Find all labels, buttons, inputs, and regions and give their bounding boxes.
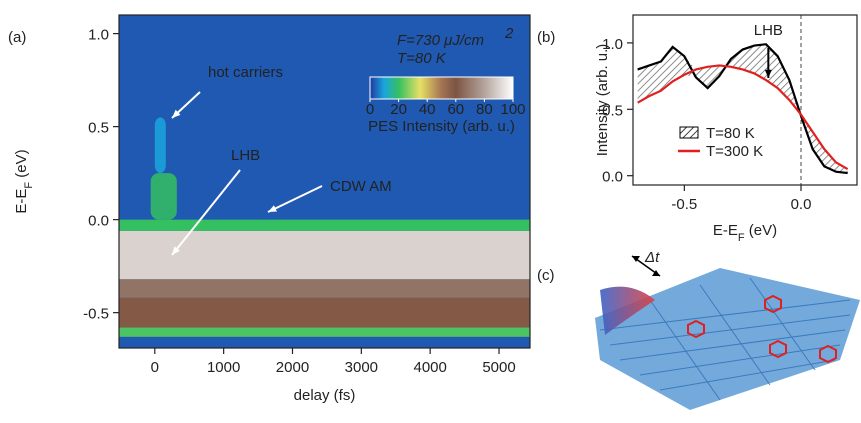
y-tick-label: 0.0: [88, 213, 109, 230]
x-tick-label: 0: [151, 359, 159, 376]
x-tick-label: 0.0: [791, 196, 812, 213]
fluence-sup: 2: [504, 25, 514, 42]
y-axis-label-part: E-E: [13, 189, 30, 214]
heatmap-band: [119, 231, 530, 279]
annotation: hot carriers: [208, 64, 283, 81]
colorbar-tick-label: 100: [500, 101, 525, 118]
heatmap-band: [119, 279, 530, 298]
y-tick-label: -0.5: [83, 306, 109, 323]
heatmap-band: [119, 298, 530, 328]
annotation: Δt: [644, 249, 660, 266]
x-axis-label-part: E-E: [713, 222, 738, 239]
heatmap-patch: [155, 117, 166, 173]
legend-label: T=80 K: [706, 125, 755, 142]
y-tick-label: 0.0: [602, 169, 623, 186]
y-axis-label: E-EF (eV): [13, 149, 35, 213]
colorbar-tick-label: 80: [476, 101, 493, 118]
heatmap-patch: [151, 173, 177, 220]
panel-label: (b): [537, 29, 555, 46]
y-axis-label-part: (eV): [13, 149, 30, 182]
lattice-illustration: [595, 256, 860, 410]
x-tick-label: 3000: [345, 359, 378, 376]
heatmap-band: [119, 220, 530, 231]
x-axis-label: delay (fs): [294, 387, 356, 404]
fluence: F=730 μJ/cm: [397, 32, 484, 49]
colorbar-tick-label: 60: [447, 101, 464, 118]
x-tick-label: 5000: [482, 359, 515, 376]
x-tick-label: 4000: [413, 359, 446, 376]
colorbar-tick-label: 20: [390, 101, 407, 118]
colorbar-tick-label: 40: [419, 101, 436, 118]
annotation: LHB: [231, 147, 260, 164]
x-tick-label: 2000: [276, 359, 309, 376]
x-axis-label: E-EF (eV): [713, 222, 777, 244]
y-tick-label: 1.0: [88, 27, 109, 44]
heatmap-band: [119, 328, 530, 337]
annotation: CDW AM: [330, 178, 392, 195]
panel-label: (a): [8, 29, 26, 46]
colorbar: [370, 77, 513, 99]
legend-label: T=300 K: [706, 143, 763, 160]
y-axis-label: Intensity (arb. u.): [594, 44, 611, 157]
annotation: LHB: [754, 22, 783, 39]
panel-label: (c): [537, 267, 555, 284]
x-tick-label: 1000: [207, 359, 240, 376]
x-tick-label: -0.5: [671, 196, 697, 213]
colorbar-label: PES Intensity (arb. u.): [368, 118, 515, 135]
x-axis-label-part: (eV): [745, 222, 778, 239]
colorbar-tick-label: 0: [366, 101, 374, 118]
y-tick-label: 0.5: [88, 120, 109, 137]
legend-swatch: [680, 127, 698, 138]
temperature: T=80 K: [397, 50, 447, 67]
figure: 0100020003000400050001.00.50.0-0.5delay …: [0, 0, 861, 423]
